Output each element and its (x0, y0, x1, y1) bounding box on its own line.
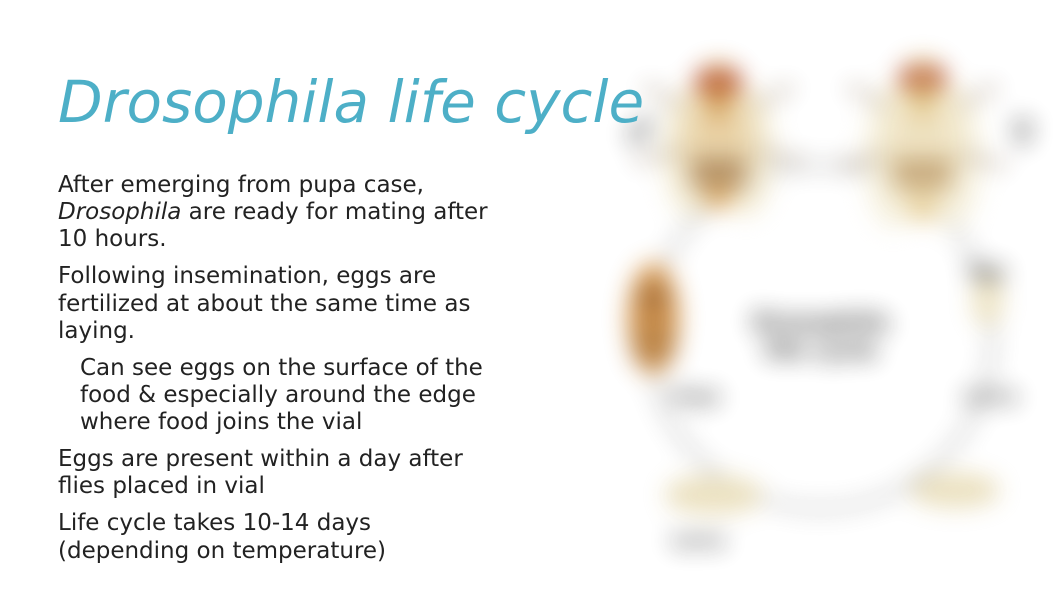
larva-right-label: Larva (965, 386, 1017, 406)
larva-right-shape (913, 475, 997, 505)
diagram-center-label-2: life cycle (765, 337, 876, 363)
slide-title: Drosophila life cycle (58, 68, 644, 136)
larva-left-label: Larva (672, 530, 724, 550)
egg-shape (975, 276, 1001, 324)
body-paragraph: Life cycle takes 10-14 days (depending o… (58, 510, 488, 564)
male-fly (635, 64, 802, 216)
body-paragraph: Following insemination, eggs are fertili… (58, 263, 488, 344)
pupa-label: Pupa (672, 386, 719, 406)
slide: Drosophila life cycle ♂ (0, 0, 1062, 597)
egg-label: Egg (969, 261, 1004, 281)
pupa-shape (627, 263, 679, 374)
body-paragraph: Eggs are present within a day after flie… (58, 446, 488, 500)
diagram-center-label-1: Drosophila (753, 310, 888, 336)
slide-body: After emerging from pupa case, Drosophil… (58, 172, 488, 575)
body-paragraph: Can see eggs on the surface of the food … (58, 355, 488, 436)
female-symbol: ♀ (1011, 114, 1034, 150)
female-fly (839, 59, 1006, 228)
larva-left-shape (667, 478, 760, 511)
body-paragraph: After emerging from pupa case, Drosophil… (58, 172, 488, 253)
